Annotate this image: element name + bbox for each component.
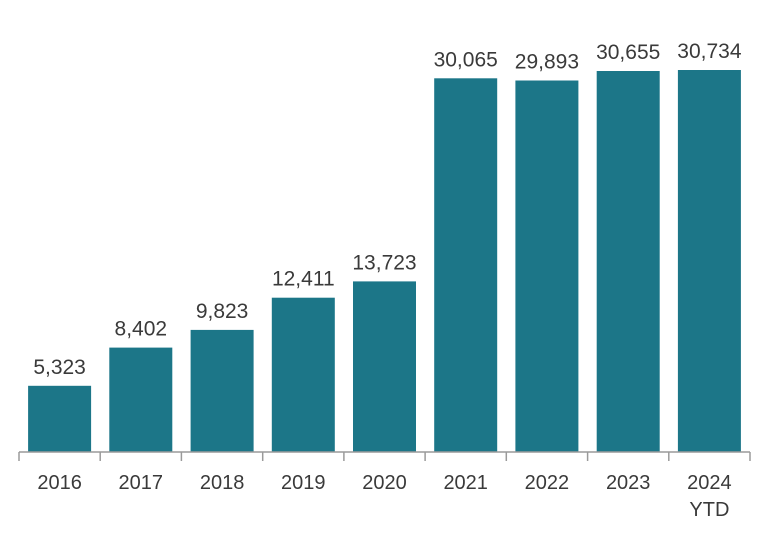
bar <box>596 71 660 452</box>
data-label: 29,893 <box>515 51 579 74</box>
x-tick-label: 2016 <box>37 472 82 494</box>
x-tick-label: 2020 <box>362 472 407 494</box>
x-tick-label: 2024 <box>687 472 732 494</box>
bar <box>28 385 92 452</box>
data-label: 5,323 <box>33 356 86 379</box>
data-label: 8,402 <box>115 318 168 341</box>
bar <box>353 281 416 452</box>
bar <box>109 347 173 452</box>
bar <box>271 297 335 452</box>
x-tick-label: 2022 <box>525 472 570 494</box>
x-tick-label: 2017 <box>119 472 164 494</box>
bar <box>515 80 579 452</box>
x-tick-label: 2023 <box>606 472 651 494</box>
x-tick-label: 2019 <box>281 472 326 494</box>
x-tick-label: 2021 <box>443 472 488 494</box>
data-label: 12,411 <box>272 268 335 291</box>
data-label: 30,065 <box>434 48 498 71</box>
data-label: 30,655 <box>596 41 660 64</box>
x-tick-label: 2018 <box>200 472 245 494</box>
bar <box>190 329 254 452</box>
bar <box>677 70 741 452</box>
data-label: 13,723 <box>352 251 416 274</box>
data-label: 30,734 <box>677 40 742 63</box>
data-label: 9,823 <box>196 300 249 323</box>
x-tick-label: YTD <box>689 499 729 521</box>
bar <box>434 78 498 453</box>
